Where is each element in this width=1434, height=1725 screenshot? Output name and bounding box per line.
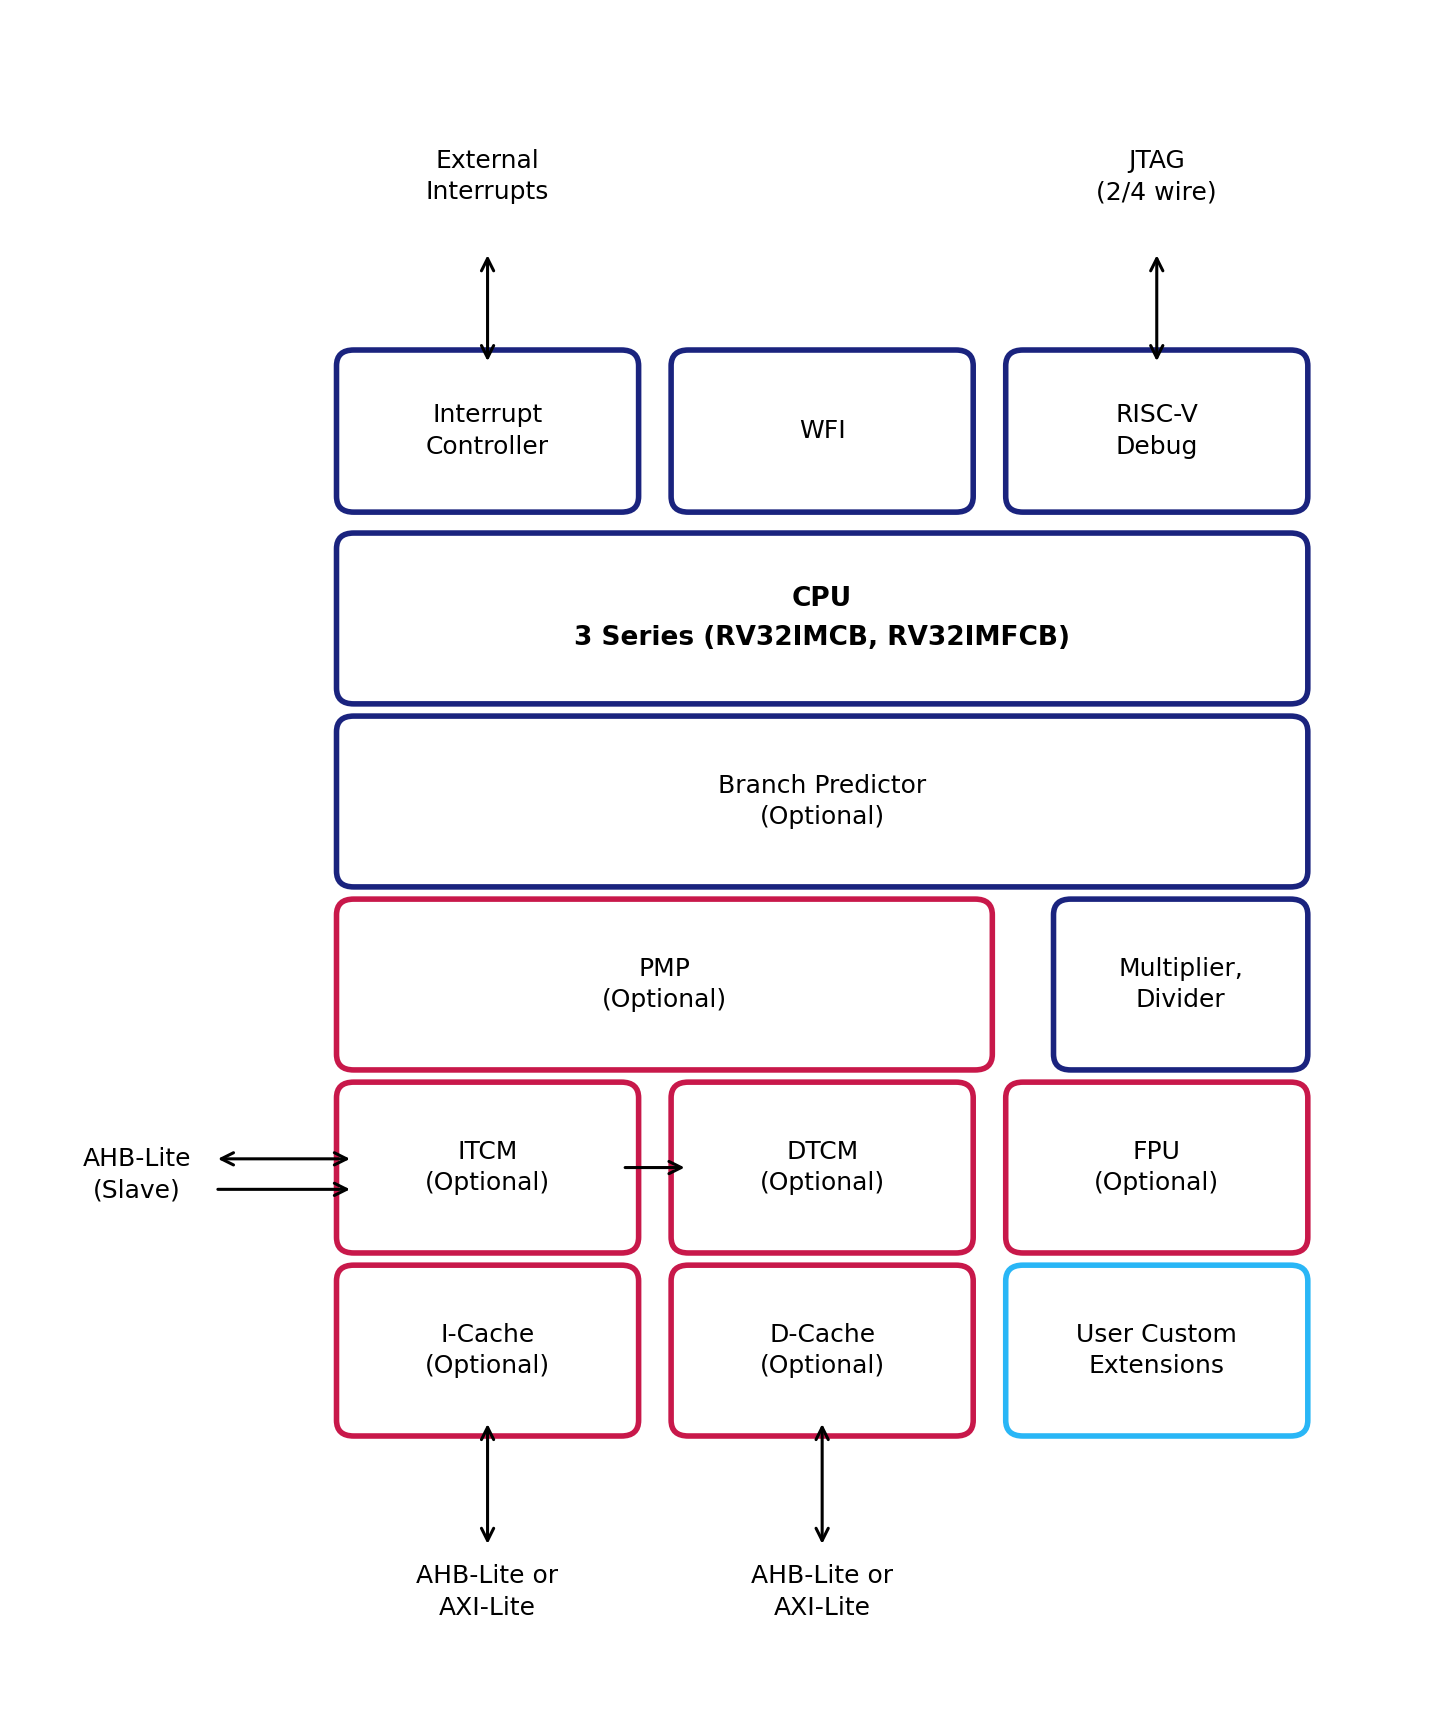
Text: PMP
(Optional): PMP (Optional) [602, 957, 727, 1013]
FancyBboxPatch shape [1005, 1082, 1308, 1252]
Text: D-Cache
(Optional): D-Cache (Optional) [760, 1323, 885, 1378]
Text: RISC-V
Debug: RISC-V Debug [1116, 404, 1199, 459]
FancyBboxPatch shape [337, 533, 1308, 704]
FancyBboxPatch shape [671, 1082, 974, 1252]
FancyBboxPatch shape [1054, 899, 1308, 1070]
Text: DTCM
(Optional): DTCM (Optional) [760, 1140, 885, 1195]
Text: Branch Predictor
(Optional): Branch Predictor (Optional) [718, 775, 926, 830]
Text: FPU
(Optional): FPU (Optional) [1094, 1140, 1219, 1195]
Text: AHB-Lite or
AXI-Lite: AHB-Lite or AXI-Lite [416, 1565, 559, 1620]
Text: Interrupt
Controller: Interrupt Controller [426, 404, 549, 459]
Text: I-Cache
(Optional): I-Cache (Optional) [424, 1323, 551, 1378]
FancyBboxPatch shape [671, 1264, 974, 1435]
FancyBboxPatch shape [337, 716, 1308, 887]
Text: Multiplier,
Divider: Multiplier, Divider [1119, 957, 1243, 1013]
FancyBboxPatch shape [671, 350, 974, 512]
FancyBboxPatch shape [337, 1264, 638, 1435]
Text: ITCM
(Optional): ITCM (Optional) [424, 1140, 551, 1195]
Text: 3 Series (RV32IMCB, RV32IMFCB): 3 Series (RV32IMCB, RV32IMFCB) [574, 624, 1070, 650]
Text: CPU: CPU [792, 586, 852, 612]
Text: JTAG
(2/4 wire): JTAG (2/4 wire) [1097, 148, 1217, 205]
FancyBboxPatch shape [1005, 1264, 1308, 1435]
FancyBboxPatch shape [337, 899, 992, 1070]
Text: WFI: WFI [799, 419, 846, 443]
Text: AHB-Lite
(Slave): AHB-Lite (Slave) [83, 1147, 191, 1202]
FancyBboxPatch shape [337, 1082, 638, 1252]
Text: External
Interrupts: External Interrupts [426, 148, 549, 205]
FancyBboxPatch shape [337, 350, 638, 512]
FancyBboxPatch shape [1005, 350, 1308, 512]
Text: User Custom
Extensions: User Custom Extensions [1077, 1323, 1238, 1378]
Text: AHB-Lite or
AXI-Lite: AHB-Lite or AXI-Lite [751, 1565, 893, 1620]
